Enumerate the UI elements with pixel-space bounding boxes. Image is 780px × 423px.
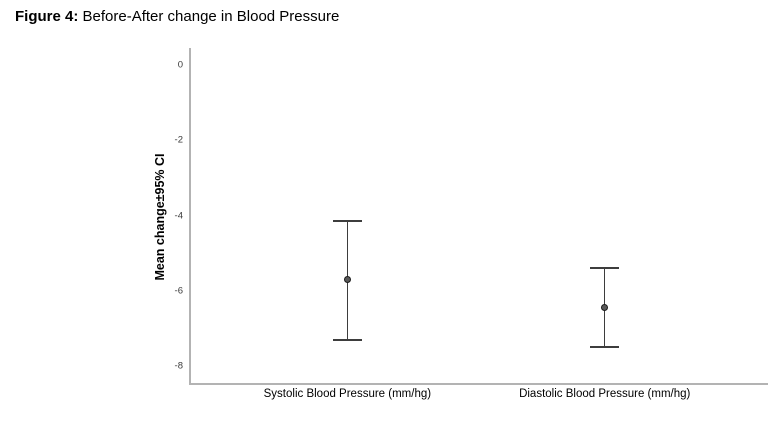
y-tick-label: -8 — [174, 360, 183, 372]
x-axis-label: Systolic Blood Pressure (mm/hg) — [263, 388, 432, 400]
error-bar-cap-top — [590, 267, 620, 270]
x-axis-labels: Systolic Blood Pressure (mm/hg) Diastolic… — [191, 388, 768, 404]
figure-title-text: Before-After change in Blood Pressure — [78, 8, 340, 25]
mean-marker — [601, 304, 609, 312]
plot-area — [189, 48, 768, 385]
error-bar-cap-top — [332, 220, 362, 223]
y-tick-label: -6 — [174, 285, 183, 297]
error-bar-cap-bottom — [332, 338, 362, 341]
figure-title-prefix: Figure 4: — [15, 8, 79, 25]
y-tick-label: -2 — [174, 134, 183, 146]
error-bar-cap-bottom — [590, 346, 620, 349]
y-tick-label: -4 — [174, 210, 183, 221]
mean-marker — [343, 275, 351, 283]
y-tick-labels: 0 -2 -4 -6 -8 — [0, 48, 183, 383]
y-tick-label: 0 — [177, 59, 183, 71]
x-axis-label: Diastolic Blood Pressure (mm/hg) — [519, 388, 691, 400]
figure-title: Figure 4: Before-After change in Blood P… — [15, 8, 339, 25]
